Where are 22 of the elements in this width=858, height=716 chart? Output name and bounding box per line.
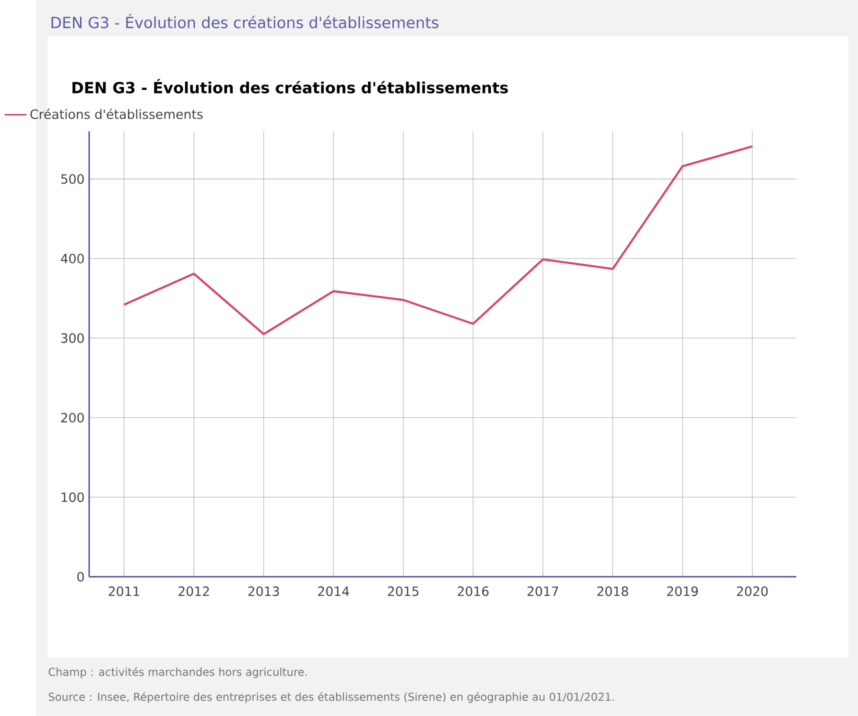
x-tick-label: 2012 bbox=[178, 586, 209, 596]
x-tick-label: 2014 bbox=[318, 586, 350, 596]
x-tick-label: 2020 bbox=[736, 586, 768, 596]
text: DEN G3 - Évolution des créations d'établissements bbox=[52, 14, 438, 28]
x-tick-label: 2013 bbox=[248, 586, 279, 596]
y-tick-label: 400 bbox=[60, 254, 84, 264]
x-tick-label: 2011 bbox=[108, 586, 140, 596]
y-tick-label: 0 bbox=[77, 572, 84, 582]
y-tick-label: 100 bbox=[62, 492, 84, 502]
x-tick-label: 2016 bbox=[458, 586, 489, 596]
line-series bbox=[123, 145, 754, 336]
source-note: Source : Insee, Répertoire des entreprises et des établissements (Sirene) en géographie au 01/01/2021. bbox=[48, 692, 614, 704]
y-tick-label: 300 bbox=[61, 333, 84, 344]
x-tick-label: 2017 bbox=[528, 586, 558, 596]
y-tick-label: 500 bbox=[61, 174, 84, 184]
legend-label: Créations d'établissements bbox=[30, 108, 203, 120]
x-tick-label: 2018 bbox=[597, 586, 628, 596]
text: Champ : activités marchandes hors agriculture. bbox=[48, 667, 307, 678]
y-tick-label: 200 bbox=[61, 412, 84, 423]
x-tick-label: 2019 bbox=[667, 586, 698, 596]
x-tick-label: 2015 bbox=[388, 586, 418, 596]
chart-title: DEN G3 - Évolution des créations d'établissements bbox=[72, 79, 508, 94]
